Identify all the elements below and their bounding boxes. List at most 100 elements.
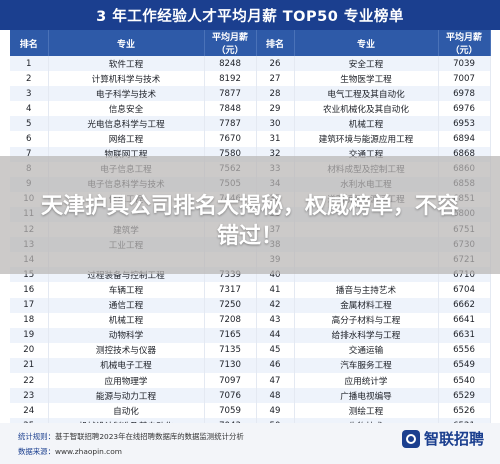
cell-salary-right: 6529 [438,388,491,404]
cell-major-left: 信息安全 [48,101,205,117]
page-title: 3 年工作经验人才平均月薪 TOP50 专业榜单 [0,0,500,30]
cell-major-left: 能源与动力工程 [48,388,205,404]
cell-major-left: 软件工程 [48,56,205,72]
table-header-row: 排名 专业 平均月薪（元） 排名 专业 平均月薪（元） [10,30,491,56]
cell-rank-right: 48 [256,388,295,404]
cell-rank-left: 24 [10,403,49,419]
cell-salary-left: 7130 [204,357,257,373]
cell-major-left: 网络工程 [48,131,205,147]
cell-major-right: 建筑环境与能源应用工程 [294,131,439,147]
cell-major-right: 广播电视编导 [294,388,439,404]
cell-rank-right: 45 [256,342,295,358]
header-salary-right: 平均月薪（元） [438,30,491,56]
cell-major-left: 自动化 [48,403,205,419]
cell-major-left: 机械工程 [48,312,205,328]
cell-rank-right: 29 [256,101,295,117]
headline-overlay [0,156,500,274]
footer-rule-line: 统计规则：基于智联招聘2023年在线招聘数据库的数据监测统计分析 [18,431,244,442]
cell-rank-left: 21 [10,357,49,373]
table-row: 18 机械工程 7208 43 高分子材料与工程 6641 [10,312,491,328]
cell-salary-right: 6631 [438,327,491,343]
cell-salary-right: 6894 [438,131,491,147]
cell-salary-left: 8248 [204,56,257,72]
cell-rank-left: 4 [10,101,49,117]
cell-salary-right: 6549 [438,357,491,373]
table-row: 17 通信工程 7250 42 金属材料工程 6662 [10,297,491,313]
cell-salary-left: 7097 [204,372,257,389]
cell-rank-left: 5 [10,116,49,132]
cell-rank-left: 3 [10,86,49,102]
cell-major-left: 计算机科学与技术 [48,71,205,87]
cell-salary-right: 6540 [438,372,491,389]
cell-major-left: 测控技术与仪器 [48,342,205,358]
cell-rank-right: 26 [256,56,295,72]
cell-rank-right: 30 [256,116,295,132]
cell-major-right: 电气工程及其自动化 [294,86,439,102]
table-row: 19 动物科学 7165 44 给排水科学与工程 6631 [10,327,491,343]
cell-major-left: 动物科学 [48,327,205,343]
table-row: 23 能源与动力工程 7076 48 广播电视编导 6529 [10,388,491,404]
cell-major-left: 光电信息科学与工程 [48,116,205,132]
cell-rank-left: 18 [10,312,49,328]
cell-rank-left: 23 [10,388,49,404]
cell-major-right: 金属材料工程 [294,297,439,313]
footer-rule-label: 统计规则： [18,432,55,441]
cell-salary-right: 6978 [438,86,491,102]
cell-major-right: 交通运输 [294,342,439,358]
cell-salary-left: 7165 [204,327,257,343]
cell-rank-right: 42 [256,297,295,313]
cell-salary-left: 7848 [204,101,257,117]
table-row: 20 测控技术与仪器 7135 45 交通运输 6556 [10,342,491,358]
table-row: 1 软件工程 8248 26 安全工程 7039 [10,56,491,72]
header-rank-right: 排名 [256,30,295,56]
cell-rank-left: 16 [10,282,49,298]
cell-major-left: 通信工程 [48,297,205,313]
cell-major-right: 生物医学工程 [294,71,439,87]
cell-major-right: 测绘工程 [294,403,439,419]
cell-major-right: 给排水科学与工程 [294,327,439,343]
cell-major-right: 播音与主持艺术 [294,282,439,298]
cell-rank-right: 44 [256,327,295,343]
footer-source-line: 数据来源：www.zhaopin.com [18,446,122,457]
cell-major-left: 电子科学与技术 [48,86,205,102]
cell-salary-left: 7317 [204,282,257,298]
headline-text: 天津护具公司排名大揭秘，权威榜单，不容错过！ [40,194,459,249]
cell-rank-right: 31 [256,131,295,147]
cell-major-right: 汽车服务工程 [294,357,439,373]
cell-salary-right: 6556 [438,342,491,358]
table-row: 21 机械电子工程 7130 46 汽车服务工程 6549 [10,357,491,373]
cell-salary-right: 6641 [438,312,491,328]
cell-salary-right: 6526 [438,403,491,419]
header-rank-left: 排名 [10,30,49,56]
table-row: 2 计算机科学与技术 8192 27 生物医学工程 7007 [10,71,491,87]
cell-rank-left: 20 [10,342,49,358]
cell-rank-right: 41 [256,282,295,298]
cell-salary-left: 7135 [204,342,257,358]
cell-rank-right: 49 [256,403,295,419]
cell-salary-right: 6704 [438,282,491,298]
logo-text: 智联招聘 [423,430,484,448]
table-row: 24 自动化 7059 49 测绘工程 6526 [10,403,491,419]
cell-salary-left: 7076 [204,388,257,404]
table-row: 6 网络工程 7670 31 建筑环境与能源应用工程 6894 [10,131,491,147]
cell-rank-right: 27 [256,71,295,87]
cell-rank-left: 17 [10,297,49,313]
table-row: 4 信息安全 7848 29 农业机械化及其自动化 6976 [10,101,491,117]
logo-icon [401,429,420,448]
cell-major-right: 安全工程 [294,56,439,72]
cell-salary-right: 6662 [438,297,491,313]
cell-rank-left: 1 [10,56,49,72]
cell-salary-left: 7877 [204,86,257,102]
cell-major-left: 机械电子工程 [48,357,205,373]
table-row: 3 电子科学与技术 7877 28 电气工程及其自动化 6978 [10,86,491,102]
cell-salary-right: 6953 [438,116,491,132]
cell-major-right: 农业机械化及其自动化 [294,101,439,117]
cell-salary-right: 6976 [438,101,491,117]
cell-major-right: 高分子材料与工程 [294,312,439,328]
cell-salary-left: 7059 [204,403,257,419]
cell-rank-left: 6 [10,131,49,147]
cell-salary-right: 7007 [438,71,491,87]
cell-rank-left: 22 [10,372,49,389]
cell-salary-left: 7250 [204,297,257,313]
header-major-right: 专业 [294,30,439,56]
